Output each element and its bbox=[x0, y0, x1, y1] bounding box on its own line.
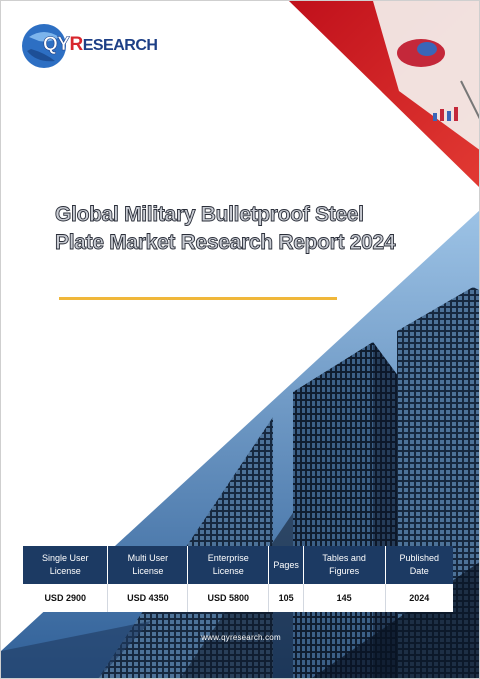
qyresearch-logo: QYRESEARCH bbox=[21, 23, 158, 69]
logo-qy: QY bbox=[43, 34, 71, 56]
header-pages: Pages bbox=[268, 546, 304, 584]
paper-photo-area bbox=[373, 1, 479, 150]
header-tables-and-figures: Tables and Figures bbox=[303, 546, 386, 584]
header-single-user-license: Single User License bbox=[23, 546, 109, 584]
title-underline bbox=[59, 297, 337, 300]
license-table: Single User License Multi User License E… bbox=[23, 546, 453, 612]
value-single-user-price: USD 2900 bbox=[23, 584, 109, 612]
logo-esearch: ESEARCH bbox=[82, 37, 158, 54]
header-enterprise-license: Enterprise License bbox=[187, 546, 270, 584]
logo-r: R bbox=[69, 34, 83, 55]
report-title: Global Military Bulletproof Steel Plate … bbox=[55, 203, 396, 255]
value-multi-user-price: USD 4350 bbox=[107, 584, 189, 612]
header-published-date: Published Date bbox=[385, 546, 453, 584]
value-tables-and-figures: 145 bbox=[303, 584, 386, 612]
header-multi-user-license: Multi User License bbox=[107, 546, 189, 584]
website-link[interactable]: www.qyresearch.com bbox=[201, 633, 281, 642]
license-header-row: Single User License Multi User License E… bbox=[23, 546, 453, 584]
license-value-row: USD 2900 USD 4350 USD 5800 105 145 2024 bbox=[23, 584, 453, 612]
globe-icon bbox=[22, 24, 66, 68]
logo-wordmark: QYRESEARCH bbox=[43, 34, 158, 56]
value-pages: 105 bbox=[268, 584, 304, 612]
value-enterprise-price: USD 5800 bbox=[187, 584, 270, 612]
value-published-date: 2024 bbox=[385, 584, 453, 612]
